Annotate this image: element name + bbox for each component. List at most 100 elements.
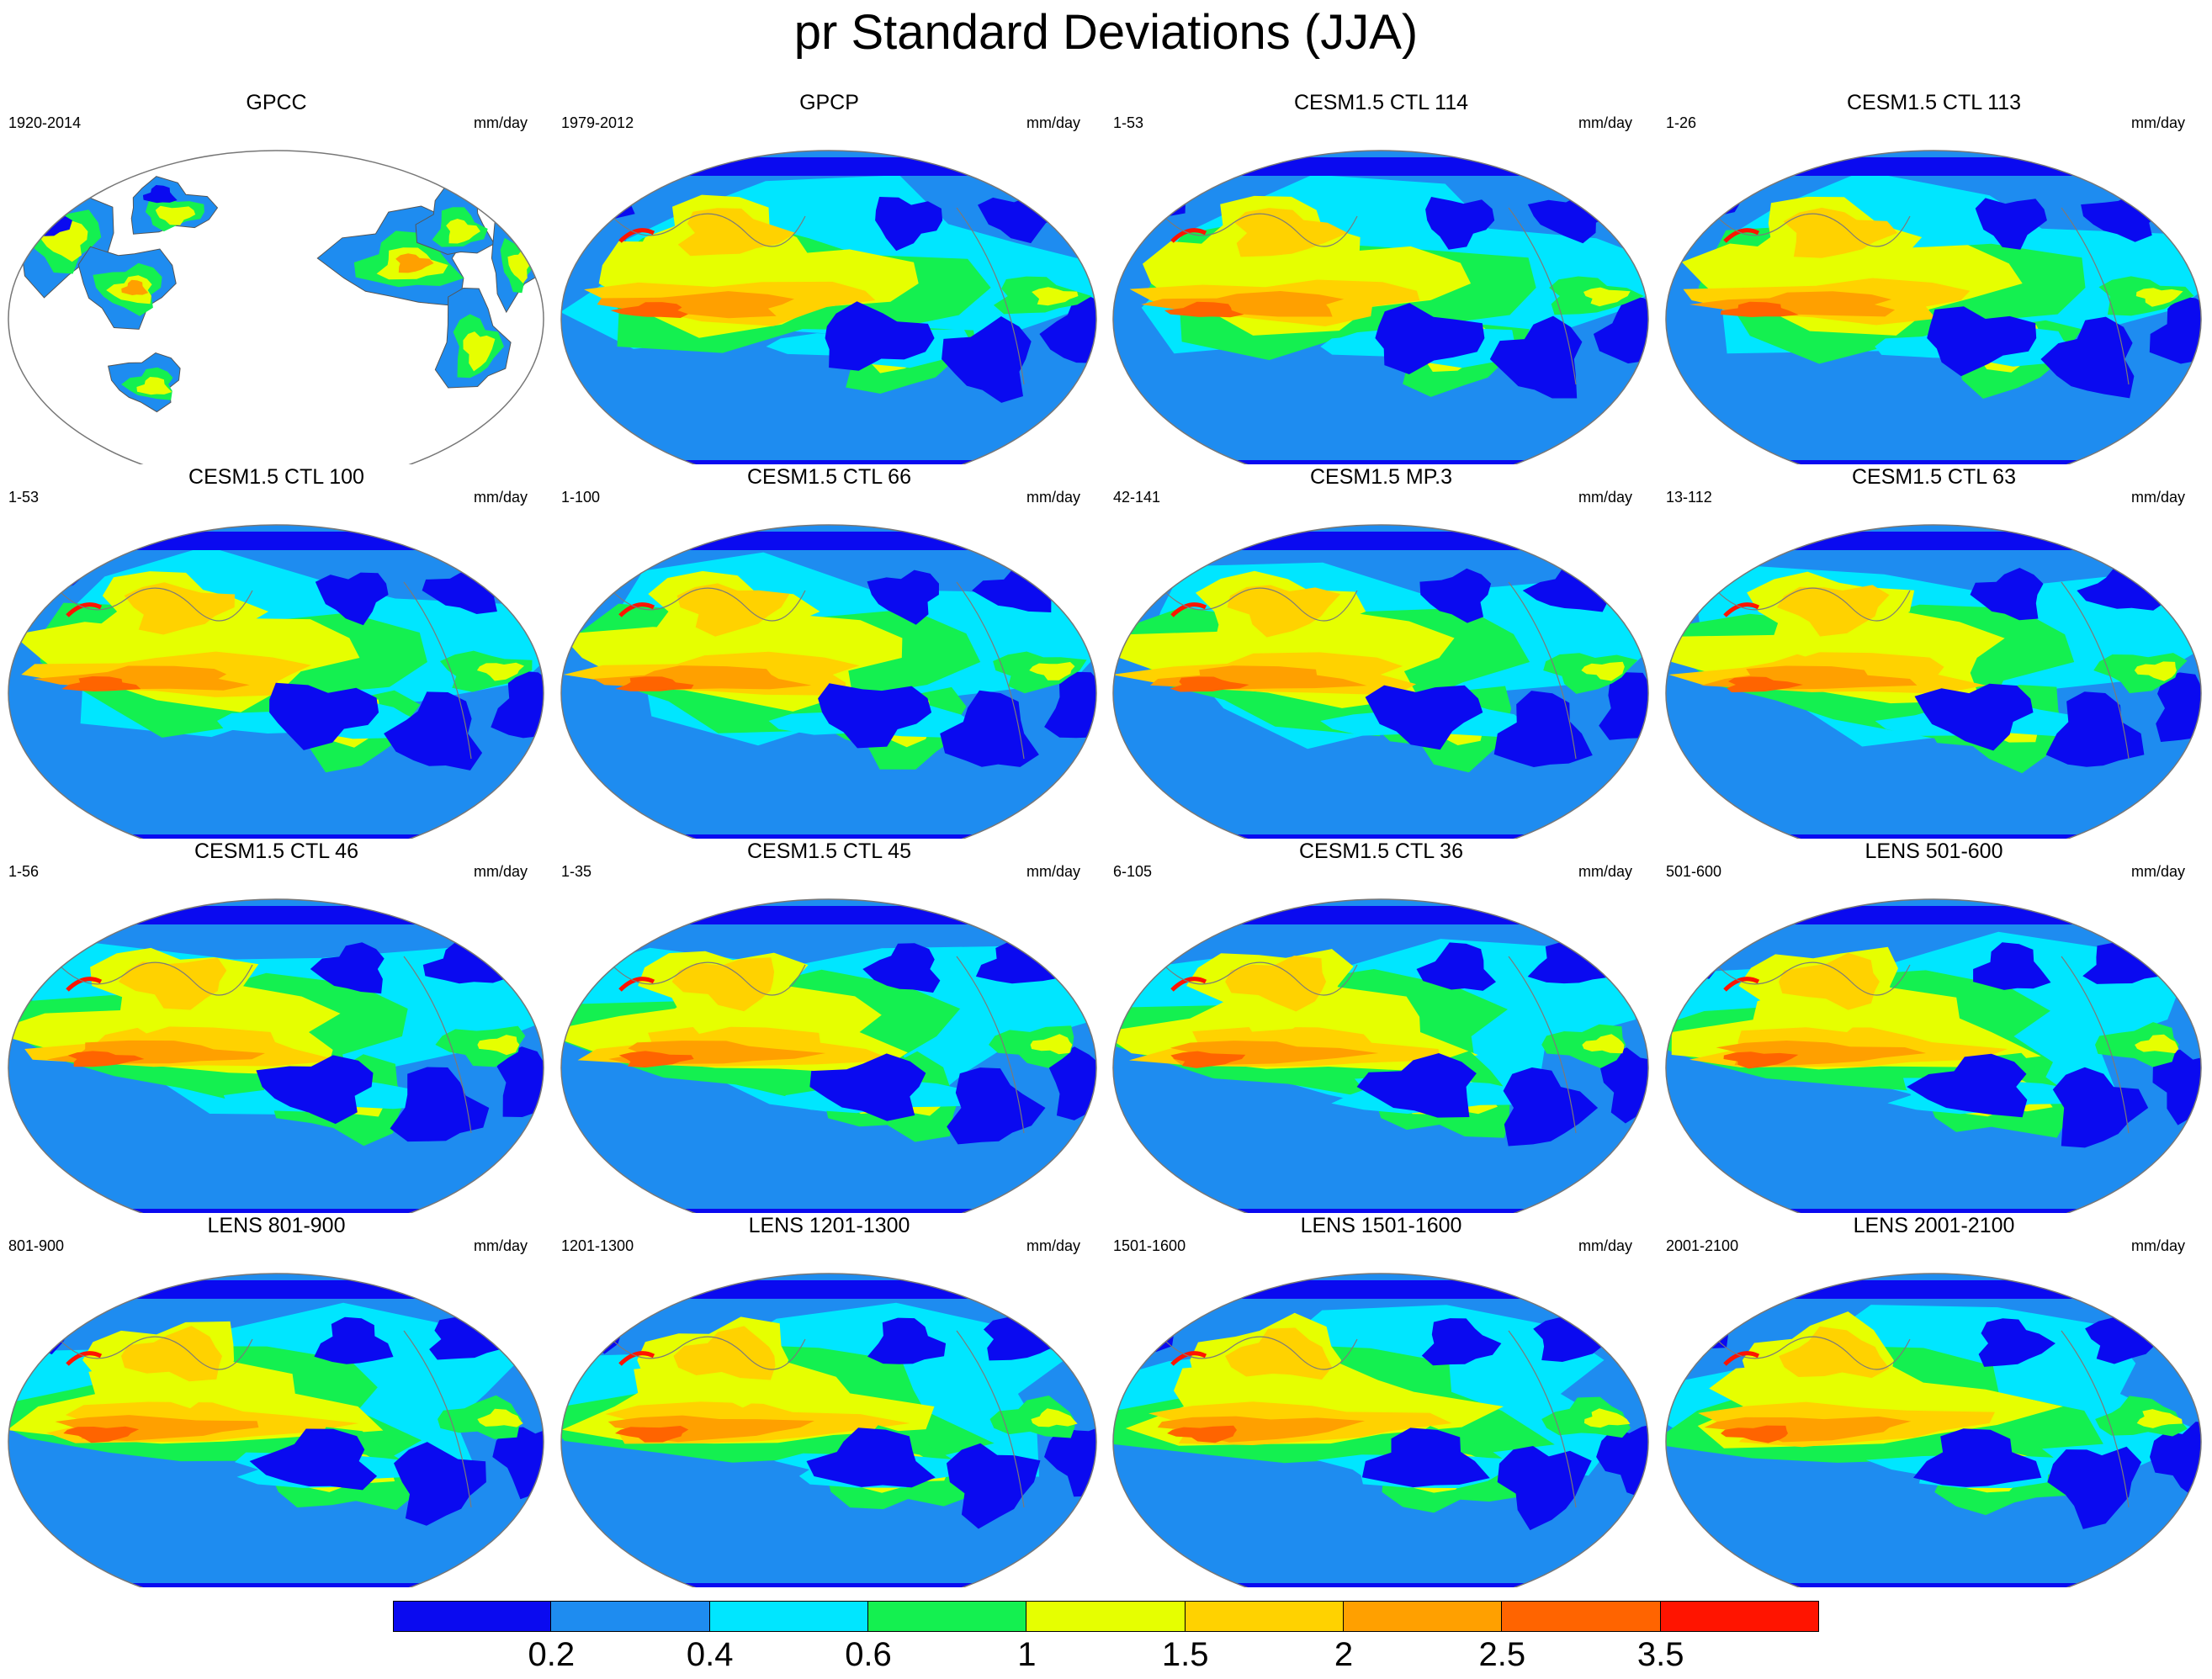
panel-title: CESM1.5 CTL 113 (1846, 91, 2022, 114)
map-panel: LENS 1201-1300 1201-1300 mm/day (553, 1213, 1106, 1587)
panel-title: LENS 801-900 (207, 1214, 346, 1237)
colorbar-swatch (1344, 1601, 1503, 1632)
panel-title: GPCP (799, 91, 859, 114)
colorbar-swatch (709, 1601, 868, 1632)
panel-title: CESM1.5 CTL 46 (194, 840, 358, 863)
panel-units: mm/day (2130, 114, 2185, 131)
colorbar-tick-label: 0.6 (845, 1636, 892, 1673)
map-panel: GPCP 1979-2012 mm/day (553, 90, 1106, 464)
panel-units: mm/day (1026, 489, 1080, 506)
robinson-map (560, 150, 1097, 464)
panel-title: LENS 1201-1300 (748, 1214, 910, 1237)
panel-year-range: 1979-2012 (561, 114, 634, 131)
panel-units: mm/day (2130, 1237, 2185, 1254)
colorbar-tick-label: 1.5 (1161, 1636, 1209, 1673)
colorbar-tick-label: 3.5 (1636, 1636, 1684, 1673)
panel-title: LENS 501-600 (1865, 840, 2003, 863)
colorbar-swatch (868, 1601, 1027, 1632)
robinson-map (1665, 150, 2202, 464)
panel-title: GPCC (246, 91, 307, 114)
panel-units: mm/day (2130, 489, 2185, 506)
panel-year-range: 1-53 (1113, 114, 1144, 131)
panel-units: mm/day (1026, 863, 1080, 880)
robinson-map (1112, 524, 1649, 839)
panel-units: mm/day (1578, 489, 1632, 506)
robinson-map (8, 524, 544, 839)
robinson-map (8, 1273, 544, 1587)
panel-units: mm/day (1026, 114, 1080, 131)
colorbar-swatch (393, 1601, 552, 1632)
panel-units: mm/day (1026, 1237, 1080, 1254)
panel-year-range: 1-35 (561, 863, 592, 880)
map-panel: LENS 2001-2100 2001-2100 mm/day (1658, 1213, 2210, 1587)
colorbar-tick-label: 2.5 (1478, 1636, 1526, 1673)
panel-units: mm/day (2130, 863, 2185, 880)
panel-units: mm/day (1578, 114, 1632, 131)
panel-title: CESM1.5 CTL 45 (747, 840, 911, 863)
map-panel: LENS 501-600 501-600 mm/day (1658, 839, 2210, 1213)
panel-units: mm/day (1578, 1237, 1632, 1254)
map-panel: CESM1.5 CTL 100 1-53 mm/day (0, 464, 553, 839)
robinson-map (560, 1273, 1097, 1587)
panel-title: CESM1.5 CTL 114 (1293, 91, 1469, 114)
map-panel: CESM1.5 CTL 113 1-26 mm/day (1658, 90, 2210, 464)
panel-year-range: 1-100 (561, 489, 601, 506)
robinson-map (560, 524, 1097, 839)
colorbar-tick-label: 0.2 (528, 1636, 576, 1673)
map-panel: CESM1.5 CTL 63 13-112 mm/day (1658, 464, 2210, 839)
panel-year-range: 2001-2100 (1666, 1237, 1739, 1254)
map-panel: CESM1.5 CTL 45 1-35 mm/day (553, 839, 1106, 1213)
panel-year-range: 1201-1300 (561, 1237, 634, 1254)
panel-year-range: 1-26 (1666, 114, 1697, 131)
colorbar-tick-label: 0.4 (686, 1636, 734, 1673)
robinson-map (1665, 1273, 2202, 1587)
panel-year-range: 1-53 (8, 489, 40, 506)
panel-units: mm/day (473, 1237, 528, 1254)
panel-units: mm/day (473, 863, 528, 880)
panel-year-range: 1-56 (8, 863, 40, 880)
colorbar-frame (393, 1601, 1819, 1632)
panel-units: mm/day (1578, 863, 1632, 880)
robinson-map (1112, 150, 1649, 464)
panel-year-range: 1501-1600 (1113, 1237, 1186, 1254)
panel-year-range: 501-600 (1666, 863, 1722, 880)
robinson-map (8, 150, 544, 464)
map-panel: GPCC 1920-2014 mm/day (0, 90, 553, 464)
map-panel: LENS 801-900 801-900 mm/day (0, 1213, 553, 1587)
panel-title: LENS 2001-2100 (1853, 1214, 2015, 1237)
panel-title: CESM1.5 CTL 100 (188, 465, 364, 489)
colorbar-swatch (1502, 1601, 1661, 1632)
robinson-map (560, 898, 1097, 1213)
robinson-map (1112, 898, 1649, 1213)
colorbar-swatch (1026, 1601, 1186, 1632)
panel-year-range: 801-900 (8, 1237, 65, 1254)
panel-year-range: 13-112 (1666, 489, 1712, 506)
panel-units: mm/day (473, 489, 528, 506)
map-panel: CESM1.5 CTL 46 1-56 mm/day (0, 839, 553, 1213)
figure-title: pr Standard Deviations (JJA) (793, 5, 1419, 60)
colorbar-swatch (551, 1601, 710, 1632)
colorbar-swatch (1660, 1601, 1819, 1632)
robinson-map (1112, 1273, 1649, 1587)
map-panel: LENS 1501-1600 1501-1600 mm/day (1105, 1213, 1658, 1587)
robinson-map (8, 898, 544, 1213)
map-panel: CESM1.5 CTL 114 1-53 mm/day (1105, 90, 1658, 464)
robinson-map (1665, 898, 2202, 1213)
panel-year-range: 42-141 (1113, 489, 1161, 506)
robinson-map (1665, 524, 2202, 839)
colorbar-swatch (1185, 1601, 1344, 1632)
map-panel: CESM1.5 MP.3 42-141 mm/day (1105, 464, 1658, 839)
colorbar (393, 1601, 1819, 1632)
panel-title: CESM1.5 CTL 66 (747, 465, 911, 489)
panel-title: CESM1.5 CTL 36 (1299, 840, 1463, 863)
map-panel: CESM1.5 CTL 36 6-105 mm/day (1105, 839, 1658, 1213)
colorbar-tick-label: 2 (1334, 1636, 1354, 1673)
panel-title: LENS 1501-1600 (1300, 1214, 1462, 1237)
panel-title: CESM1.5 MP.3 (1309, 465, 1453, 489)
panel-year-range: 6-105 (1113, 863, 1153, 880)
panel-units: mm/day (473, 114, 528, 131)
panel-year-range: 1920-2014 (8, 114, 82, 131)
colorbar-tick-label: 1 (1017, 1636, 1037, 1673)
panel-title: CESM1.5 CTL 63 (1852, 465, 2016, 489)
map-panel: CESM1.5 CTL 66 1-100 mm/day (553, 464, 1106, 839)
